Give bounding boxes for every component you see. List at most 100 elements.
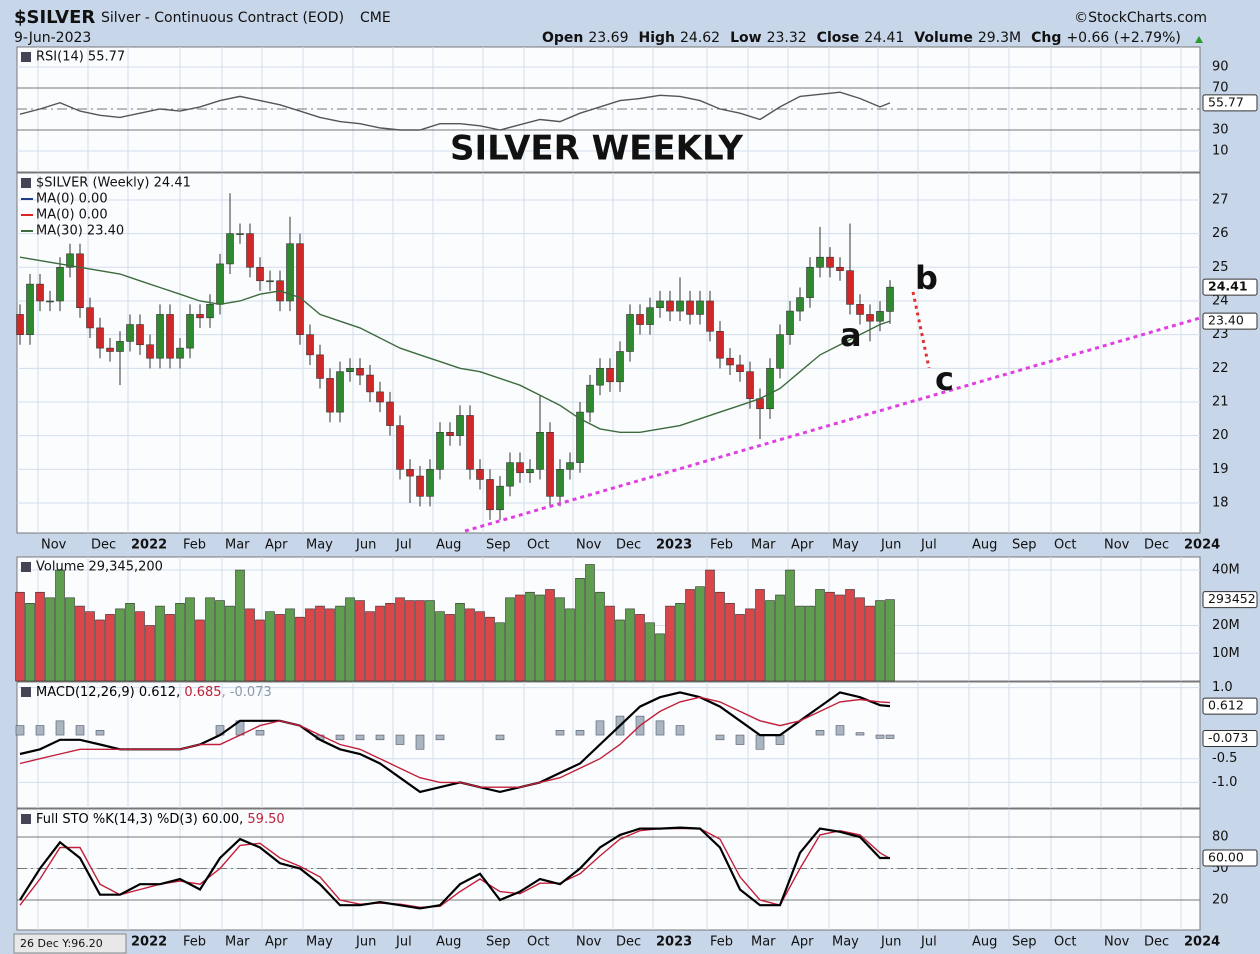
volume-bar [385, 603, 395, 682]
candle-body [656, 300, 664, 309]
volume-bar [215, 600, 225, 682]
price-tag [1202, 591, 1258, 609]
y-tick-label: 27 [1212, 192, 1229, 207]
price-tag-label: -0.073 [1208, 730, 1248, 745]
candle-body [466, 415, 474, 470]
candle-body [26, 283, 34, 335]
x-tick-label: Sep [486, 538, 511, 553]
exchange: CME [360, 10, 391, 26]
panel-icon [21, 562, 31, 572]
volume-bar [525, 591, 535, 682]
volume-bar [425, 600, 435, 682]
histogram-bar [355, 734, 365, 741]
volume-bar [545, 589, 555, 682]
y-tick-label: 20 [1212, 892, 1229, 907]
x-tick-label: Feb [710, 935, 733, 950]
series-line [19, 696, 891, 788]
y-tick-label: 10 [1212, 143, 1229, 158]
candle-body [506, 462, 514, 487]
candle-body [216, 263, 224, 305]
candle-body [136, 324, 144, 346]
candle-body [796, 297, 804, 312]
candle-body [446, 432, 454, 436]
volume-bar [35, 591, 45, 682]
wave-label: b [915, 259, 938, 297]
histogram-bar [595, 720, 605, 736]
x-tick-label: 2023 [656, 935, 692, 950]
description: Silver - Continuous Contract (EOD) [101, 10, 344, 26]
wave-line [911, 291, 931, 369]
volume-bar [795, 605, 805, 682]
volume-bar [745, 608, 755, 682]
x-tick-label: Mar [225, 935, 250, 950]
x-tick-label: Oct [527, 538, 549, 553]
cursor-frame [13, 933, 127, 954]
symbol: $SILVER [14, 7, 95, 28]
quote-value: 29.3M [978, 30, 1021, 46]
legend-part: 59.50 [243, 812, 284, 827]
volume-bar [375, 605, 385, 682]
volume-bar [435, 611, 445, 682]
x-tick-label: Jul [395, 538, 412, 553]
y-tick-label: 26 [1212, 226, 1229, 241]
volume-bar [115, 608, 125, 682]
x-tick-label: Nov [576, 935, 602, 950]
x-tick-label: Dec [616, 935, 641, 950]
candle-body [606, 368, 614, 383]
volume-bar [875, 600, 885, 682]
candle-body [186, 314, 194, 349]
candle-body [686, 300, 694, 315]
volume-bar [325, 608, 335, 682]
price-tag-label: 0.612 [1208, 698, 1244, 713]
up-arrow [1195, 36, 1203, 43]
candle-body [706, 300, 714, 332]
panel-title: RSI(14) 55.77 [36, 50, 125, 65]
volume-bar [205, 597, 215, 682]
panel [16, 172, 1201, 534]
candle-body [36, 283, 44, 302]
volume-bar [405, 600, 415, 682]
volume-bar [415, 600, 425, 682]
candle-body [206, 304, 214, 319]
candle-body [846, 270, 854, 305]
volume-bar [685, 589, 695, 682]
candle-body [16, 314, 24, 335]
x-tick-label: Oct [1054, 935, 1076, 950]
candle-body [676, 300, 684, 312]
x-tick-label: Nov [1104, 538, 1130, 553]
x-tick-label: Aug [436, 538, 461, 553]
x-tick-label: Sep [486, 935, 511, 950]
plots: 10 30 70 90 RSI(14) 55.77 18 19 20 21 22 23 24 25 26 2… [15, 46, 1258, 950]
histogram-bar [75, 725, 85, 736]
candle-body [636, 314, 644, 325]
legend-label: MA(0) 0.00 [36, 208, 108, 223]
x-tick-label: Aug [436, 935, 461, 950]
volume-bar [635, 614, 645, 682]
x-tick-label: May [832, 538, 859, 553]
price-tag [1202, 278, 1258, 296]
candle-body [396, 425, 404, 470]
volume-bar [815, 589, 825, 682]
candle-body [156, 314, 164, 359]
candle-body [116, 341, 124, 352]
histogram-bar [835, 725, 845, 736]
volume-bar [665, 605, 675, 682]
candle-body [296, 243, 304, 335]
histogram-bar [495, 734, 505, 741]
candle-body [66, 253, 74, 268]
candle-body [286, 243, 294, 302]
x-tick-label: Feb [183, 538, 206, 553]
x-tick-label: Apr [265, 935, 288, 950]
volume-bar [495, 622, 505, 682]
volume-bar [825, 591, 835, 682]
candle-body [306, 334, 314, 356]
candle-body [386, 401, 394, 426]
volume-bar [695, 586, 705, 682]
candle-body [566, 462, 574, 470]
histogram-bar [335, 734, 345, 741]
y-tick-label: 24 [1212, 293, 1229, 308]
price-tag-label: 24.41 [1208, 279, 1248, 294]
histogram-bar [555, 730, 565, 736]
candle-body [426, 469, 434, 497]
x-tick-label: Dec [1144, 935, 1169, 950]
